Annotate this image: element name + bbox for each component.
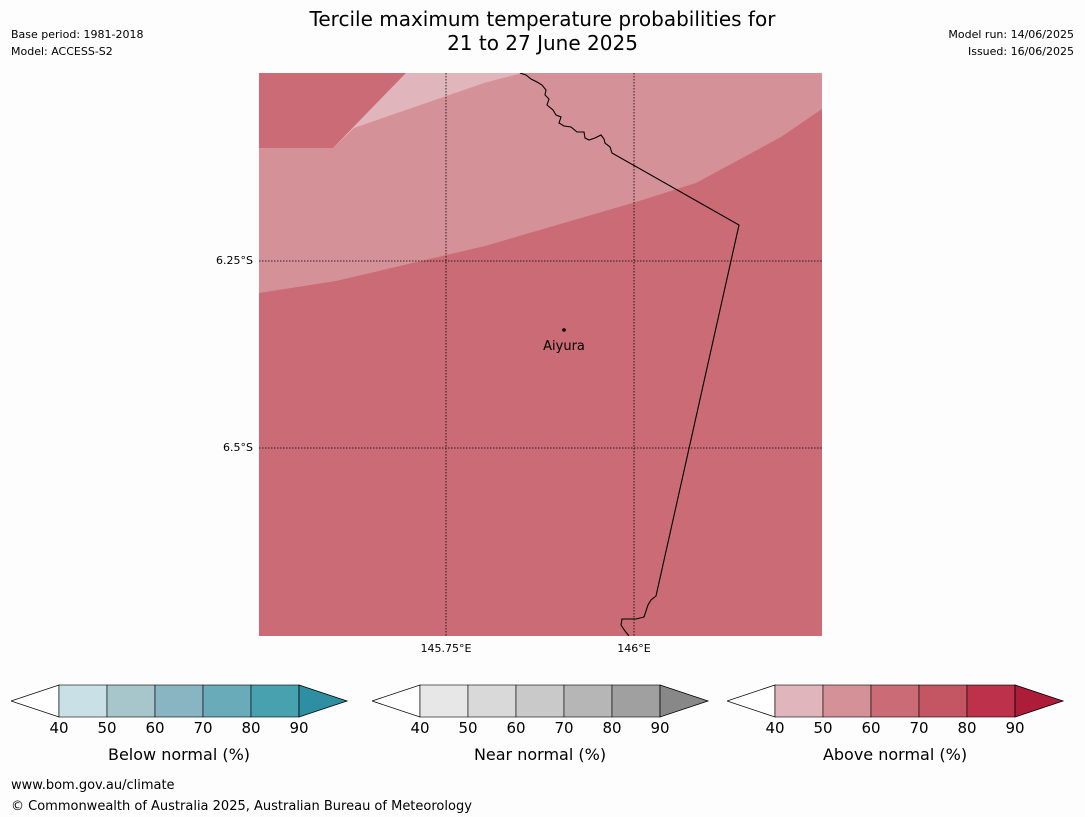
colorbar-tick-label: 90: [289, 719, 309, 737]
colorbar-tick-label: 80: [241, 719, 261, 737]
zone-above-40-50: [333, 73, 522, 148]
issued-text: Issued: 16/06/2025: [967, 45, 1074, 58]
map-title: Tercile maximum temperature probabilitie…: [0, 7, 1085, 55]
colorbar-tick-label: 80: [602, 719, 622, 737]
title-line-2: 21 to 27 June 2025: [447, 31, 638, 55]
probability-map[interactable]: Aiyura: [259, 73, 822, 636]
colorbar-tick-label: 70: [909, 719, 929, 737]
gridlines: [259, 73, 822, 636]
colorbar-swatch: [918, 684, 968, 718]
copyright-text: © Commonwealth of Australia 2025, Austra…: [11, 799, 472, 814]
colorbar-extend-high: [298, 684, 349, 718]
colorbar-tick-label: 70: [554, 719, 574, 737]
colorbar-extend-low: [11, 684, 60, 718]
colorbar-extend-low: [727, 684, 776, 718]
colorbar-swatch: [154, 684, 204, 718]
colorbar-tick-label: 70: [193, 719, 213, 737]
colorbar-swatch: [774, 684, 824, 718]
colorbar-tick-label: 50: [813, 719, 833, 737]
colorbar-extend-high: [659, 684, 710, 718]
colorbar-near: [372, 684, 710, 718]
model-run-text: Model run: 14/06/2025: [948, 28, 1074, 41]
colorbar-swatch: [202, 684, 252, 718]
colorbar-title: Below normal (%): [107, 745, 251, 764]
title-line-1: Tercile maximum temperature probabilitie…: [309, 7, 776, 31]
colorbar-tick-label: 90: [650, 719, 670, 737]
colorbar-swatch: [58, 684, 108, 718]
zone-above-50-60: [259, 73, 822, 293]
colorbar-extend-high: [1014, 684, 1065, 718]
lon-label-146: 146°E: [617, 642, 651, 655]
colorbar-swatch: [966, 684, 1016, 718]
colorbar-below: [11, 684, 349, 718]
lat-label-6-5: 6.5°S: [223, 441, 253, 454]
province-border-line: [519, 73, 740, 636]
colorbar-swatch: [611, 684, 661, 718]
aiyura-marker[interactable]: [562, 328, 566, 332]
lon-label-145-75: 145.75°E: [420, 642, 472, 655]
footer: www.bom.gov.au/climate © Commonwealth of…: [11, 775, 472, 817]
colorbar-swatch: [515, 684, 565, 718]
meta-left: Base period: 1981-2018 Model: ACCESS-S2: [11, 26, 143, 60]
lat-label-6-25: 6.25°S: [216, 254, 253, 267]
colorbar-tick-label: 50: [97, 719, 117, 737]
colorbar-tick-label: 40: [49, 719, 69, 737]
colorbar-swatch: [870, 684, 920, 718]
colorbar-tick-label: 40: [765, 719, 785, 737]
colorbar-tick-label: 60: [145, 719, 165, 737]
aiyura-label: Aiyura: [543, 339, 585, 354]
colorbar-above: [727, 684, 1065, 718]
colorbar-title: Above normal (%): [822, 745, 968, 764]
colorbar-swatch: [419, 684, 469, 718]
website-text: www.bom.gov.au/climate: [11, 778, 175, 793]
colorbar-tick-label: 50: [458, 719, 478, 737]
colorbar-swatch: [250, 684, 300, 718]
colorbar-title: Near normal (%): [473, 745, 607, 764]
colorbar-swatch: [822, 684, 872, 718]
colorbar-extend-low: [372, 684, 421, 718]
base-period-text: Base period: 1981-2018: [11, 28, 144, 41]
colorbar-tick-label: 60: [506, 719, 526, 737]
colorbar-swatch: [106, 684, 156, 718]
colorbar-swatch: [467, 684, 517, 718]
colorbar-tick-label: 90: [1005, 719, 1025, 737]
colorbar-tick-label: 40: [410, 719, 430, 737]
colorbar-swatch: [563, 684, 613, 718]
colorbar-tick-label: 60: [861, 719, 881, 737]
model-text: Model: ACCESS-S2: [11, 45, 113, 58]
meta-right: Model run: 14/06/2025 Issued: 16/06/2025: [948, 26, 1074, 60]
colorbar-tick-label: 80: [957, 719, 977, 737]
